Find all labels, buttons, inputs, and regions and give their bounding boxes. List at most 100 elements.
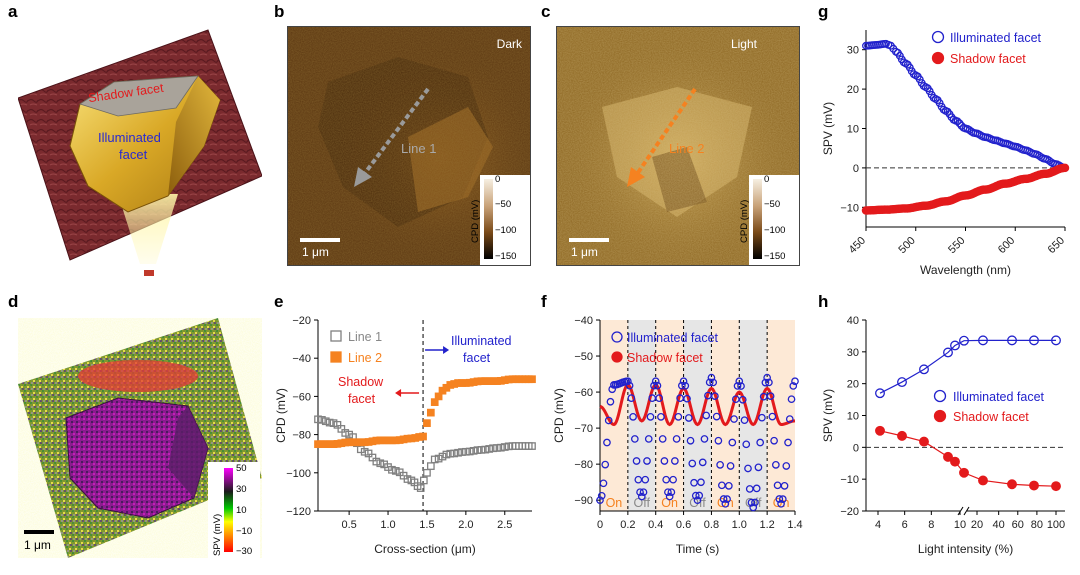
h-xtick-label: 100 [1047,519,1065,531]
f-point [627,394,636,403]
e-point [345,430,353,439]
f-xtick-label: 0.8 [704,519,719,531]
f-point [711,392,719,400]
label-line2: Line 2 [669,141,705,156]
panel-letter-e: e [274,292,284,311]
f-point [742,440,751,449]
h-point [897,430,907,441]
g-y-axis-title: SPV (mV) [821,102,835,155]
h-legend-marker-shadow [933,409,947,423]
scale-label: 1 μm [24,538,51,552]
f-x-axis-title: Time (s) [676,542,720,556]
e-point [442,450,451,459]
f-xtick-label: 1.4 [787,519,802,531]
f-point [667,488,676,497]
colorbar-d-gradient [224,468,233,552]
e-point [391,467,400,475]
f-point [768,412,777,421]
f-point [702,411,711,420]
label-light: Light [730,37,757,51]
g-legend-marker-illuminated [931,30,945,44]
colorbar-b-tick-3: −150 [495,251,517,262]
label-line1: Line 1 [401,141,437,156]
h-point [1051,481,1061,492]
h-point [1007,479,1017,490]
e-point [458,448,466,456]
e-point [337,425,346,433]
f-point [664,488,672,497]
f-ytick-label: −50 [574,351,593,363]
f-point [724,481,733,490]
e-ytick-label: −80 [292,430,311,442]
f-point [697,478,705,487]
label-dark: Dark [496,37,522,51]
g-ytick-label: 0 [853,163,859,175]
h-point [897,377,907,388]
e-point [434,392,443,401]
f-point [698,458,707,467]
f-point [603,438,611,447]
e-point [454,448,462,457]
f-legend-label-illuminated: Illuminated facet [627,331,719,345]
e-point [333,420,342,429]
f-point [716,461,724,469]
f-phase-label: Off [745,496,762,510]
colorbar-d-tick-0: 50 [236,463,247,474]
h-legend: Illuminated facet Shadow facet [933,389,1045,424]
f-point [636,488,644,497]
e-point [493,444,501,452]
f-point [751,498,759,507]
f-legend-marker-shadow [611,351,623,363]
h-point [1029,335,1039,346]
f-point [714,436,723,445]
e-legend-marker-line2 [330,351,342,363]
h-xtick-label: 20 [971,519,983,531]
e-xtick-label: 2.0 [458,519,473,531]
f-point [740,416,749,425]
f-point [712,412,721,421]
f-point [681,381,690,390]
f-point [695,491,704,500]
h-y-axis-title: SPV (mV) [821,389,835,442]
h-point [919,436,929,447]
g-xtick-label: 450 [847,235,868,256]
h-legend-label-shadow: Shadow facet [953,410,1029,424]
f-point [653,381,662,390]
f-point [726,462,735,470]
e-annot-illuminated-2: facet [463,351,491,365]
h-point [919,364,929,375]
h-xtick-label: 60 [1012,519,1024,531]
cpd-map-light: Light Line 2 1 μm 0 −50 −100 −150 CPD (m… [556,26,800,266]
g-point [1060,163,1070,173]
f-point [646,413,655,421]
e-annot-shadow-2: facet [348,392,376,406]
f-legend: Illuminated facet Shadow facet [611,331,719,365]
f-point [723,495,731,503]
e-point [419,432,427,441]
f-point [658,435,667,443]
f-point [641,475,650,484]
e-point [416,484,425,492]
f-point [629,413,637,421]
e-point [497,443,505,452]
f-point [693,496,702,505]
f-point [763,373,771,382]
f-point [625,381,634,390]
h-series-shadow [875,425,1061,492]
g-xtick-label: 600 [996,235,1017,256]
g-legend-marker-shadow [931,51,945,65]
e-point [462,447,470,456]
e-arrow-shadow-head [395,389,402,397]
e-point [372,457,381,466]
panel-a-image: Shadow facet Illuminated facet [17,26,263,276]
g-point [953,117,962,126]
colorbar-b-gradient [484,179,493,259]
e-ytick-label: −100 [286,468,311,480]
f-point [756,438,765,447]
f-point [766,392,775,400]
crystal-render [17,29,263,264]
e-point [430,455,439,464]
f-point [665,492,674,501]
g-ytick-label: 20 [847,84,859,96]
g-ytick-label: 30 [847,45,859,57]
